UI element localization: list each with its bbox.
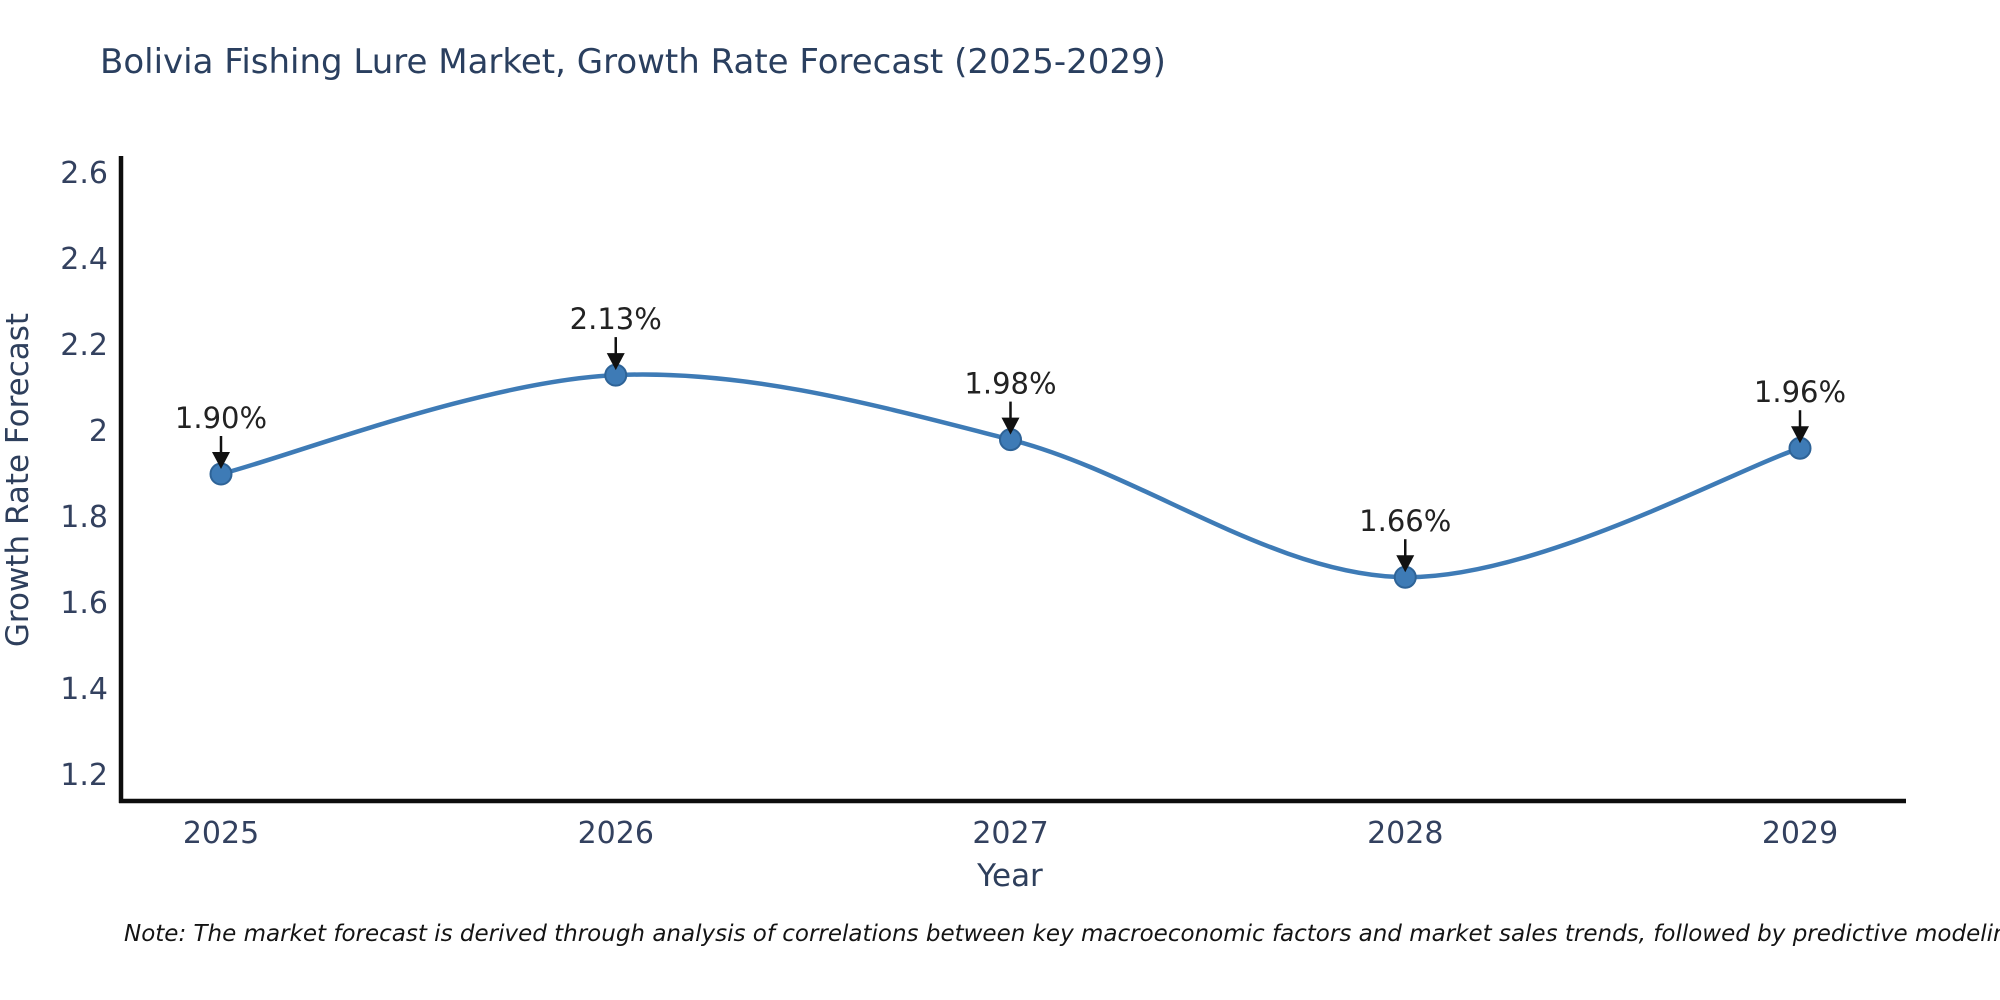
point-value-label: 1.90%: [175, 401, 267, 435]
y-tick-label: 2.4: [60, 242, 108, 277]
y-axis-title: Growth Rate Forecast: [0, 313, 36, 647]
point-annotations: 1.90% 2.13% 1.98% 1.66% 1.96%: [175, 302, 1846, 573]
x-tick-label: 2025: [183, 816, 259, 851]
x-tick-label: 2029: [1762, 816, 1838, 851]
annotation-arrowhead-icon: [606, 353, 625, 371]
annotation-arrowhead-icon: [1791, 426, 1809, 444]
point-value-label: 1.96%: [1754, 375, 1846, 409]
point-value-label: 2.13%: [570, 302, 662, 336]
chart-title: Bolivia Fishing Lure Market, Growth Rate…: [100, 42, 1166, 82]
y-tick-label: 1.2: [60, 758, 108, 793]
x-axis-title: Year: [976, 858, 1043, 894]
annotation-arrowhead-icon: [1001, 417, 1020, 435]
x-tick-label: 2026: [578, 816, 654, 851]
y-tick-label: 1.8: [60, 500, 108, 535]
x-axis-tick-labels: 2025 2026 2027 2028 2029: [183, 816, 1838, 851]
data-point-markers: [209, 363, 1812, 589]
y-tick-label: 1.6: [60, 586, 108, 621]
y-tick-label: 2: [89, 414, 108, 449]
point-value-label: 1.66%: [1359, 504, 1451, 538]
annotation-arrowhead-icon: [212, 452, 230, 469]
annotation-arrowhead-icon: [1396, 555, 1415, 573]
y-tick-label: 1.4: [60, 672, 108, 707]
y-tick-label: 2.2: [60, 328, 108, 363]
x-tick-label: 2027: [972, 816, 1048, 851]
footnote: Note: The market forecast is derived thr…: [124, 921, 2000, 947]
y-tick-label: 2.6: [60, 156, 108, 191]
point-value-label: 1.98%: [964, 367, 1056, 401]
x-tick-label: 2028: [1367, 816, 1443, 851]
y-axis-tick-labels: 1.2 1.4 1.6 1.8 2 2.2 2.4 2.6: [60, 156, 108, 793]
